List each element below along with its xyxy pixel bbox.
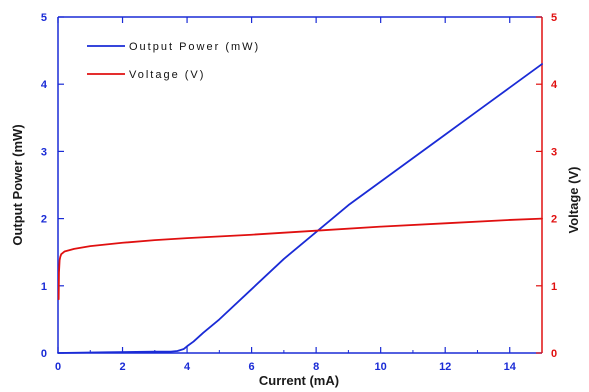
x-axis-title: Current (mA)	[259, 373, 339, 388]
power-series-line	[57, 63, 543, 354]
plot-area	[58, 17, 542, 353]
x-tick-label: 4	[184, 361, 191, 373]
y-right-tick-label: 2	[551, 214, 557, 226]
x-tick-label: 12	[439, 361, 451, 373]
x-tick-label: 8	[313, 361, 319, 373]
y-left-tick-label: 0	[41, 348, 47, 360]
y-left-tick-label: 5	[41, 12, 47, 24]
x-tick-label: 2	[119, 361, 125, 373]
y-right-tick-label: 4	[551, 79, 558, 91]
voltage-series-line	[57, 217, 543, 301]
legend-voltage-label: Voltage (V)	[129, 69, 205, 81]
series-layer	[57, 63, 543, 354]
x-tick-label: 6	[249, 361, 255, 373]
y-left-tick-label: 1	[41, 281, 47, 293]
y-left-axis-title: Output Power (mW)	[10, 124, 25, 245]
y-right-tick-label: 0	[551, 348, 557, 360]
y-right-tick-label: 5	[551, 12, 557, 24]
legend: Output Power (mW) Voltage (V)	[87, 41, 260, 81]
x-tick-label: 10	[375, 361, 387, 373]
y-right-tick-label: 3	[551, 146, 557, 158]
y-right-tick-label: 1	[551, 281, 557, 293]
y-left-tick-label: 2	[41, 214, 47, 226]
y-left-tick-label: 4	[41, 79, 48, 91]
x-tick-label: 14	[504, 361, 517, 373]
legend-power-label: Output Power (mW)	[129, 41, 260, 53]
y-left-tick-label: 3	[41, 146, 47, 158]
x-tick-label: 0	[55, 361, 61, 373]
y-right-axis-title: Voltage (V)	[566, 167, 581, 234]
